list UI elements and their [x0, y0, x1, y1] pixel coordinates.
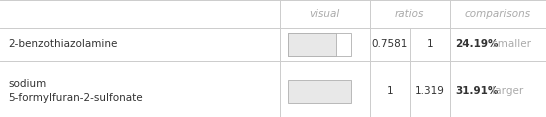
Text: 1.319: 1.319 [415, 86, 445, 96]
Text: smaller: smaller [489, 39, 531, 49]
Text: 1: 1 [387, 86, 393, 96]
Text: larger: larger [489, 86, 524, 96]
Text: 24.19%: 24.19% [455, 39, 499, 49]
Bar [288, 80, 351, 103]
Text: sodium
5-formylfuran-2-sulfonate: sodium 5-formylfuran-2-sulfonate [8, 79, 143, 103]
Bar [288, 33, 351, 56]
Text: visual: visual [310, 9, 340, 19]
Text: 1: 1 [426, 39, 434, 49]
Text: 31.91%: 31.91% [455, 86, 498, 96]
Text: 2-benzothiazolamine: 2-benzothiazolamine [8, 39, 117, 49]
Text: comparisons: comparisons [465, 9, 531, 19]
Bar [288, 33, 336, 56]
Text: ratios: ratios [395, 9, 424, 19]
Text: 0.7581: 0.7581 [372, 39, 408, 49]
